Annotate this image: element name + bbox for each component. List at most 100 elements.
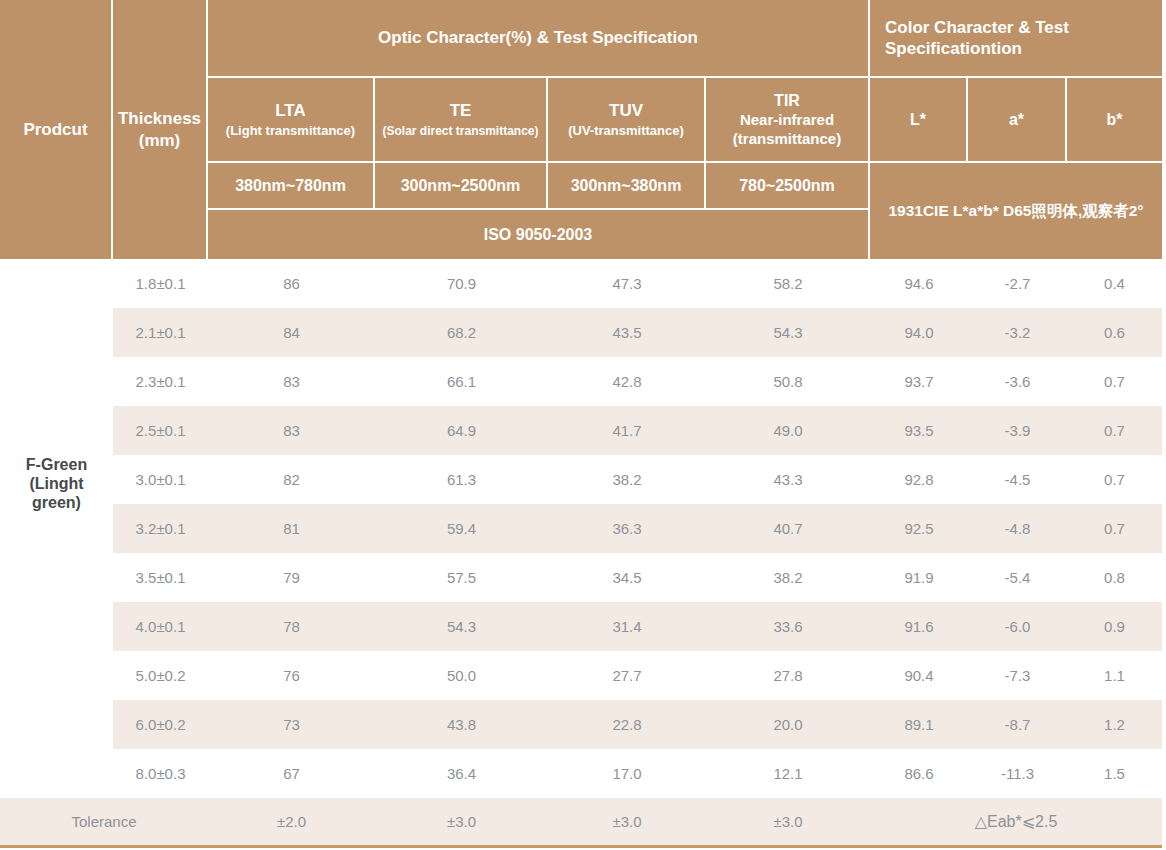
te-value: 43.8	[375, 700, 548, 749]
lta-value: 78	[208, 602, 375, 651]
tuv-value: 27.7	[548, 651, 706, 700]
table-header: Prodcut Thickness (mm) Optic Character(%…	[0, 0, 1162, 259]
tuv-value: 41.7	[548, 406, 706, 455]
product-spacer-cell	[0, 651, 113, 700]
lta-value: 76	[208, 651, 375, 700]
product-spacer-cell	[0, 357, 113, 406]
bstar-value: 1.5	[1067, 749, 1162, 798]
thickness-value: 8.0±0.3	[113, 749, 208, 798]
lstar-value: 91.9	[870, 553, 968, 602]
astar-value: -3.2	[968, 308, 1067, 357]
bstar-value: 0.7	[1067, 357, 1162, 406]
lstar-value: 86.6	[870, 749, 968, 798]
lta-value: 83	[208, 406, 375, 455]
te-value: 54.3	[375, 602, 548, 651]
lta-value: 73	[208, 700, 375, 749]
product-spacer-cell	[0, 749, 113, 798]
product-column-header: Prodcut	[0, 0, 113, 259]
thickness-value: 3.0±0.1	[113, 455, 208, 504]
thickness-value: 3.2±0.1	[113, 504, 208, 553]
bottom-border	[0, 845, 1162, 848]
te-value: 64.9	[375, 406, 548, 455]
tir-tolerance: ±3.0	[706, 798, 870, 845]
bstar-value: 0.4	[1067, 259, 1162, 308]
row-values: 2.3±0.1 83 66.1 42.8 50.8 93.7 -3.6 0.7	[113, 357, 1162, 406]
row-values: 2.5±0.1 83 64.9 41.7 49.0 93.5 -3.9 0.7	[113, 406, 1162, 455]
lta-wavelength-range: 380nm~780nm	[208, 163, 375, 210]
data-rows: 1.8±0.1 86 70.9 47.3 58.2 94.6 -2.7 0.4 …	[0, 259, 1162, 798]
lta-value: 67	[208, 749, 375, 798]
astar-value: -5.4	[968, 553, 1067, 602]
tuv-value: 42.8	[548, 357, 706, 406]
astar-column-header: a*	[968, 78, 1067, 163]
astar-value: -11.3	[968, 749, 1067, 798]
lta-value: 84	[208, 308, 375, 357]
row-values: 3.0±0.1 82 61.3 38.2 43.3 92.8 -4.5 0.7	[113, 455, 1162, 504]
lstar-value: 90.4	[870, 651, 968, 700]
tir-value: 20.0	[706, 700, 870, 749]
tir-wavelength-range: 780~2500nm	[706, 163, 870, 210]
lta-desc: (Light transmittance)	[226, 123, 355, 139]
tir-value: 58.2	[706, 259, 870, 308]
tuv-value: 47.3	[548, 259, 706, 308]
lstar-value: 92.8	[870, 455, 968, 504]
tir-value: 43.3	[706, 455, 870, 504]
te-desc: (Solar direct transmittance)	[382, 124, 538, 139]
tuv-value: 43.5	[548, 308, 706, 357]
bstar-value: 0.7	[1067, 406, 1162, 455]
product-spacer-cell	[0, 406, 113, 455]
te-value: 61.3	[375, 455, 548, 504]
thickness-value: 2.1±0.1	[113, 308, 208, 357]
lta-abbr: LTA	[275, 100, 306, 121]
row-values: 4.0±0.1 78 54.3 31.4 33.6 91.6 -6.0 0.9	[113, 602, 1162, 651]
thickness-value: 2.3±0.1	[113, 357, 208, 406]
bstar-value: 0.6	[1067, 308, 1162, 357]
table-row: 6.0±0.2 73 43.8 22.8 20.0 89.1 -8.7 1.2	[0, 700, 1162, 749]
bstar-value: 0.7	[1067, 455, 1162, 504]
tir-abbr: TIR	[774, 91, 800, 111]
thickness-value: 6.0±0.2	[113, 700, 208, 749]
te-column-header: TE (Solar direct transmittance)	[375, 78, 548, 163]
te-value: 50.0	[375, 651, 548, 700]
cie-spec: 1931CIE L*a*b* D65照明体,观察者2°	[870, 163, 1162, 259]
te-wavelength-range: 300nm~2500nm	[375, 163, 548, 210]
tir-value: 38.2	[706, 553, 870, 602]
lta-value: 79	[208, 553, 375, 602]
tuv-value: 31.4	[548, 602, 706, 651]
lstar-value: 93.7	[870, 357, 968, 406]
lstar-value: 94.6	[870, 259, 968, 308]
thickness-column-header: Thickness (mm)	[113, 0, 208, 259]
product-spacer-cell	[0, 553, 113, 602]
row-values: 5.0±0.2 76 50.0 27.7 27.8 90.4 -7.3 1.1	[113, 651, 1162, 700]
astar-value: -3.9	[968, 406, 1067, 455]
bstar-value: 0.7	[1067, 504, 1162, 553]
iso-standard: ISO 9050-2003	[208, 210, 870, 259]
astar-value: -3.6	[968, 357, 1067, 406]
tir-value: 54.3	[706, 308, 870, 357]
optic-group-header: Optic Character(%) & Test Specification	[208, 0, 870, 78]
thickness-value: 3.5±0.1	[113, 553, 208, 602]
table-row: 3.2±0.1 81 59.4 36.3 40.7 92.5 -4.8 0.7	[0, 504, 1162, 553]
table-row: 2.5±0.1 83 64.9 41.7 49.0 93.5 -3.9 0.7	[0, 406, 1162, 455]
table-row: 5.0±0.2 76 50.0 27.7 27.8 90.4 -7.3 1.1	[0, 651, 1162, 700]
lstar-value: 92.5	[870, 504, 968, 553]
te-value: 70.9	[375, 259, 548, 308]
lstar-value: 94.0	[870, 308, 968, 357]
table-row: 4.0±0.1 78 54.3 31.4 33.6 91.6 -6.0 0.9	[0, 602, 1162, 651]
lta-column-header: LTA (Light transmittance)	[208, 78, 375, 163]
tir-value: 27.8	[706, 651, 870, 700]
tir-desc: Near-infrared (transmittance)	[733, 111, 841, 149]
table-row: 3.0±0.1 82 61.3 38.2 43.3 92.8 -4.5 0.7	[0, 455, 1162, 504]
te-value: 36.4	[375, 749, 548, 798]
astar-value: -4.8	[968, 504, 1067, 553]
te-value: 59.4	[375, 504, 548, 553]
row-values: 3.5±0.1 79 57.5 34.5 38.2 91.9 -5.4 0.8	[113, 553, 1162, 602]
te-value: 57.5	[375, 553, 548, 602]
color-group-header: Color Character & Test Specificationtion	[870, 0, 1162, 78]
table-row: 3.5±0.1 79 57.5 34.5 38.2 91.9 -5.4 0.8	[0, 553, 1162, 602]
lta-value: 82	[208, 455, 375, 504]
tir-value: 12.1	[706, 749, 870, 798]
lta-value: 81	[208, 504, 375, 553]
table-row: 8.0±0.3 67 36.4 17.0 12.1 86.6 -11.3 1.5	[0, 749, 1162, 798]
astar-value: -4.5	[968, 455, 1067, 504]
